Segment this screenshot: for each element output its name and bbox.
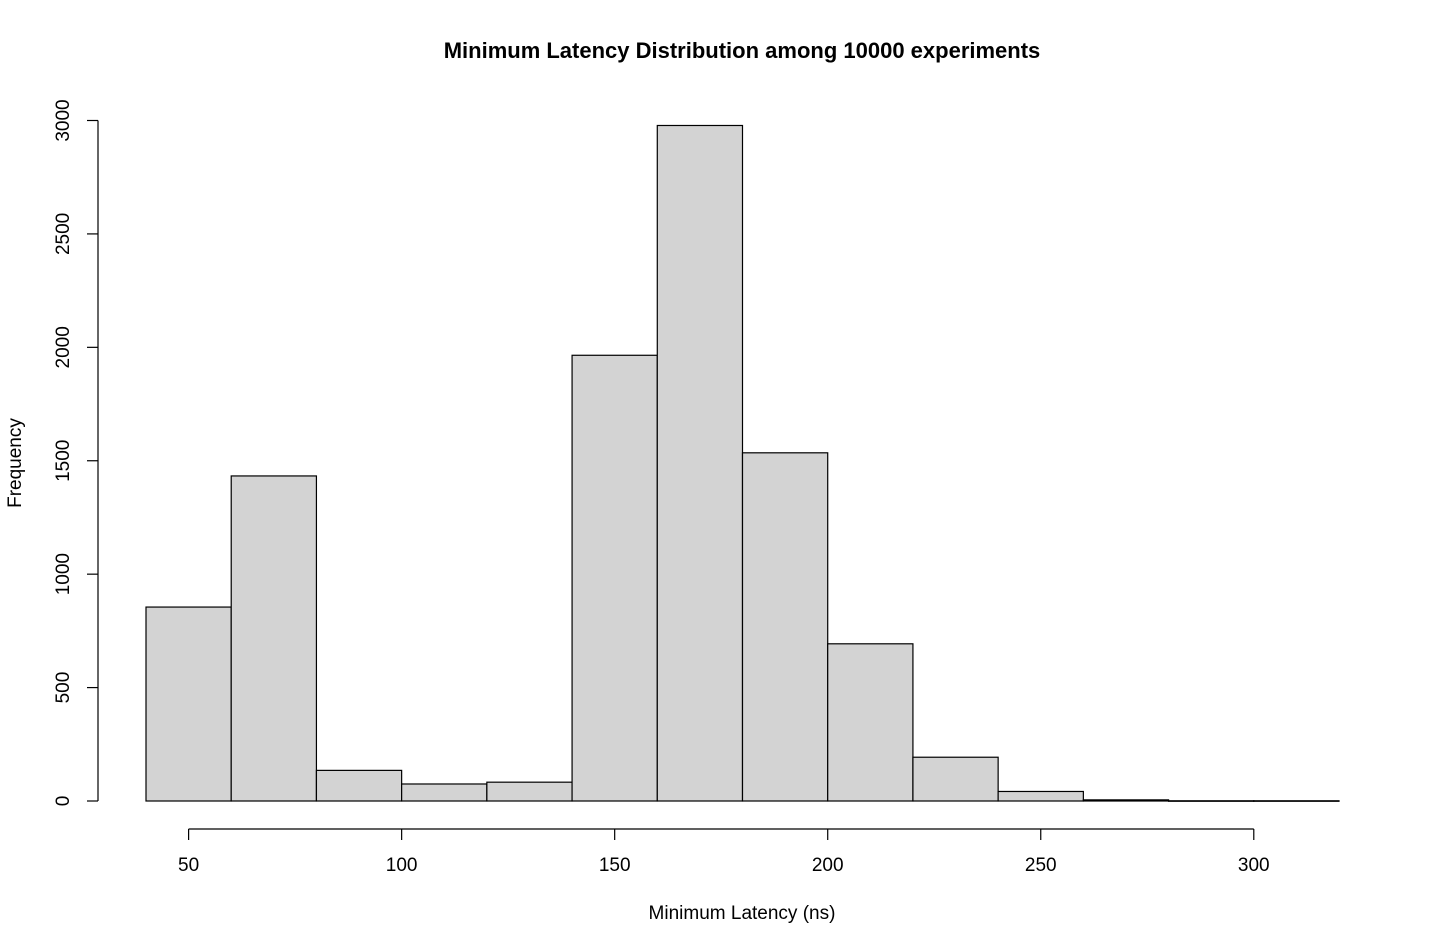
histogram-bar-1	[230, 475, 318, 802]
y-tick-label-1500: 1500	[53, 440, 74, 482]
histogram-bar-9	[912, 756, 999, 802]
y-tick-label-2500: 2500	[53, 213, 74, 255]
y-tick-label-1000: 1000	[53, 553, 74, 595]
x-tick-label-100: 100	[386, 855, 418, 876]
chart-title: Minimum Latency Distribution among 10000…	[444, 38, 1041, 63]
x-tick-label-150: 150	[599, 855, 631, 876]
y-axis: 0 500 1000 1500 2000 2500 3000	[53, 99, 99, 807]
histogram-bar-0	[145, 606, 232, 802]
y-axis-label: Frequency	[5, 418, 26, 508]
y-tick-label-0: 0	[53, 796, 74, 807]
x-axis-label: Minimum Latency (ns)	[649, 903, 836, 924]
histogram-bar-4	[486, 781, 573, 802]
histogram-bar-11	[1082, 799, 1170, 802]
histogram-bar-7	[741, 452, 829, 802]
y-tick-label-2000: 2000	[53, 326, 74, 368]
x-tick-label-250: 250	[1025, 855, 1057, 876]
y-tick-label-500: 500	[53, 672, 74, 704]
y-tick-label-3000: 3000	[53, 99, 74, 141]
bars-group	[145, 124, 1340, 802]
histogram-bar-3	[401, 783, 488, 802]
x-tick-label-300: 300	[1238, 855, 1270, 876]
histogram-bar-6	[656, 124, 744, 802]
x-tick-label-200: 200	[812, 855, 844, 876]
histogram-bar-12	[1167, 800, 1255, 802]
x-axis: 50 100 150 200 250 300	[178, 828, 1270, 876]
x-tick-label-50: 50	[178, 855, 199, 876]
histogram-bar-13	[1253, 800, 1340, 802]
histogram-bar-2	[315, 769, 403, 802]
histogram-bar-5	[571, 354, 658, 802]
histogram-bar-8	[827, 643, 914, 802]
histogram-bar-10	[997, 790, 1084, 802]
